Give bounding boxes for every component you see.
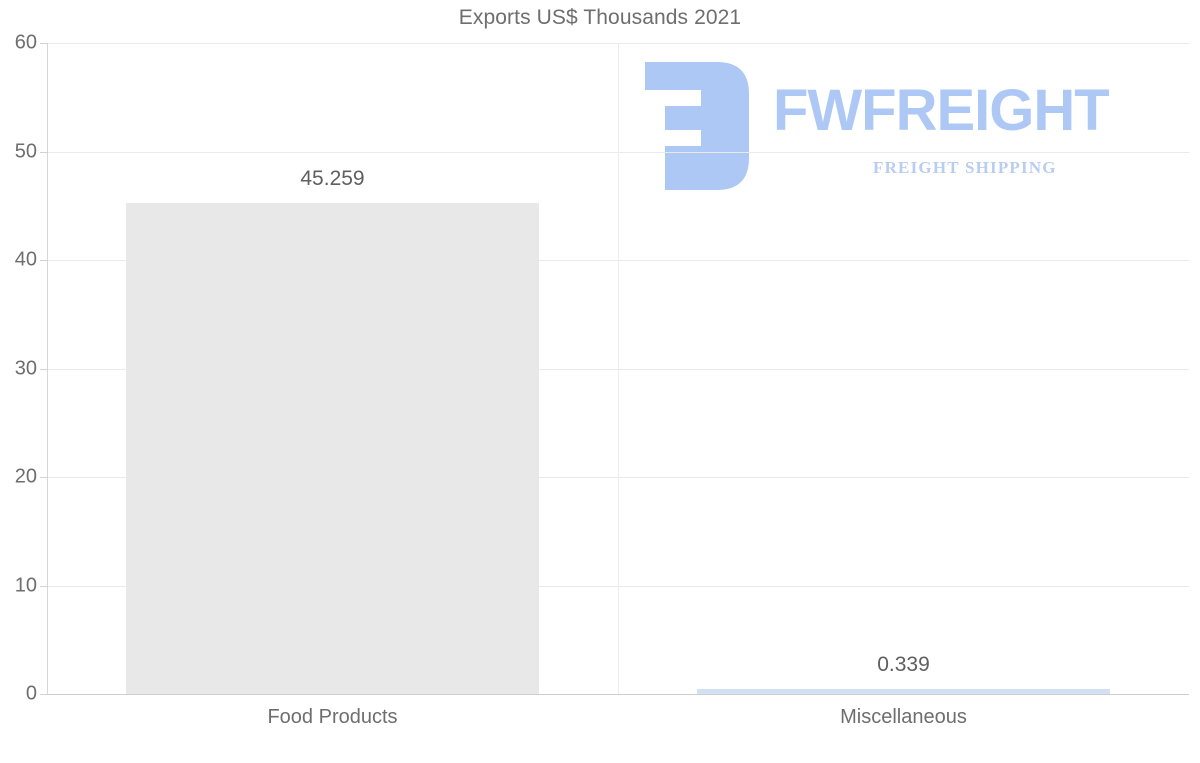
x-axis-category-label: Miscellaneous <box>840 706 967 728</box>
y-axis-tick-mark <box>40 477 48 478</box>
y-axis-tick-label: 40 <box>14 248 37 271</box>
y-axis-tick-mark <box>40 368 48 370</box>
y-axis-tick-label: 20 <box>14 465 37 488</box>
x-axis-category-label: Food Products <box>267 706 398 728</box>
y-axis-tick-mark <box>40 260 48 261</box>
bar-value-label: 45.259 <box>300 166 365 190</box>
chart-title: Exports US$ Thousands 2021 <box>458 6 742 29</box>
x-axis-line <box>47 694 1189 695</box>
y-axis-tick-mark <box>40 585 48 587</box>
gridline-vertical <box>618 43 619 694</box>
y-axis-tick-label: 30 <box>14 357 37 379</box>
y-axis-tick-label: 50 <box>14 140 37 162</box>
y-axis-tick-mark <box>40 43 48 44</box>
y-axis-tick-label: 10 <box>14 574 37 596</box>
bar-miscellaneous[interactable] <box>696 689 1111 694</box>
y-axis-tick-label: 60 <box>14 31 37 54</box>
y-axis-tick-label: 0 <box>25 682 37 705</box>
bar-value-label: 0.339 <box>877 653 930 676</box>
plot-area <box>47 43 1189 694</box>
y-axis-tick-mark <box>40 151 48 153</box>
y-axis-tick-mark <box>40 694 48 695</box>
bar-food-products[interactable] <box>125 202 540 694</box>
